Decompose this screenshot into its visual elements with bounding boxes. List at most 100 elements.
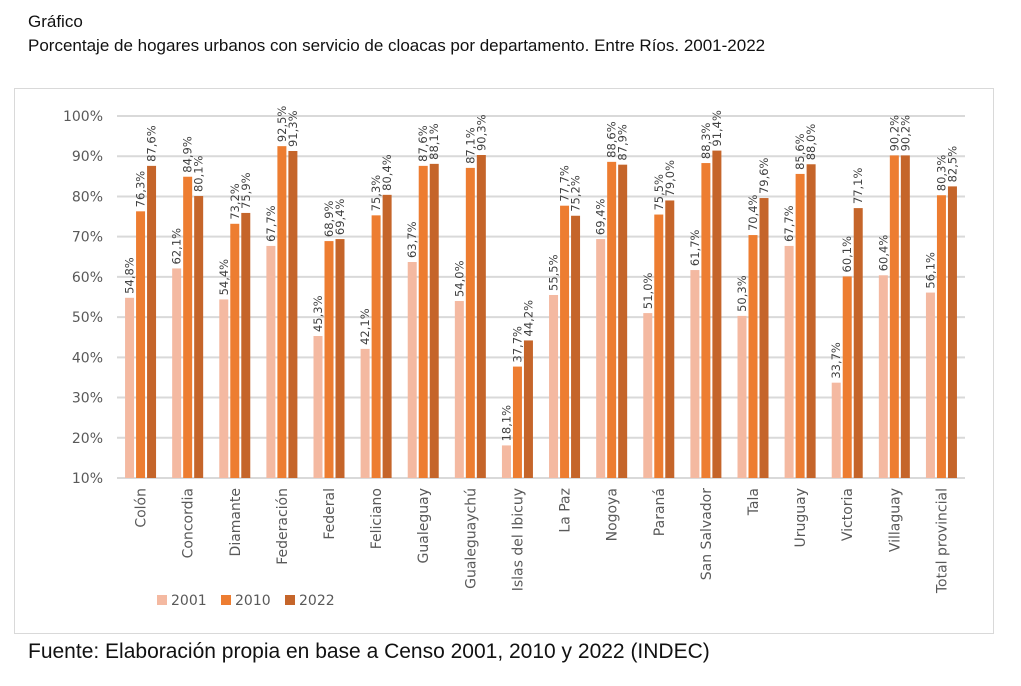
bar-2001 xyxy=(831,382,841,478)
bar-2022 xyxy=(853,208,863,478)
bar-2010 xyxy=(842,276,852,478)
bar-2010 xyxy=(183,176,193,478)
data-label: 80,4% xyxy=(380,154,394,191)
data-label: 87,6% xyxy=(145,125,159,162)
data-label: 85,6% xyxy=(793,133,807,170)
data-label: 79,6% xyxy=(757,157,771,194)
data-label: 91,4% xyxy=(710,110,724,147)
data-label: 54,0% xyxy=(452,260,466,297)
bar-2022 xyxy=(429,163,439,478)
data-labels: 54,8% 76,3% 87,6% 62,1% 84,9%80,1% 54,4% 73,2%… xyxy=(123,106,960,442)
y-tick-label: 60% xyxy=(72,270,103,286)
data-label: 50,3% xyxy=(735,275,749,312)
x-tick-label: Nogoya xyxy=(605,488,621,541)
bar-2022 xyxy=(947,186,957,478)
data-label: 63,7% xyxy=(405,221,419,258)
data-label: 54,4% xyxy=(217,259,231,296)
data-label: 88,6% xyxy=(605,121,619,158)
x-tick-label: Islas del Ibicuy xyxy=(510,488,526,591)
bar-2001 xyxy=(737,315,747,478)
x-tick-label: Gualeguay xyxy=(416,488,432,563)
data-label: 67,7% xyxy=(264,205,278,242)
data-label: 75,5% xyxy=(652,174,666,211)
bar-2010 xyxy=(748,235,758,478)
data-label: 45,3% xyxy=(311,295,325,332)
bar-2001 xyxy=(501,445,511,478)
bar-2001 xyxy=(125,297,135,478)
bar-2001 xyxy=(784,245,794,478)
y-tick-label: 40% xyxy=(72,350,103,366)
bar-2001 xyxy=(925,292,935,478)
data-label: 56,1% xyxy=(923,252,937,289)
bar-2022 xyxy=(712,150,722,478)
data-label: 90,2% xyxy=(887,115,901,152)
data-label: 82,5% xyxy=(945,146,959,183)
data-label: 90,3% xyxy=(474,114,488,151)
x-tick-label: Concordia xyxy=(181,488,197,558)
bar-2010 xyxy=(230,223,240,478)
data-label: 55,5% xyxy=(547,254,561,291)
data-label: 33,7% xyxy=(829,342,843,379)
data-label: 44,2% xyxy=(521,300,535,337)
legend-label-2022: 2022 xyxy=(299,593,335,609)
legend-swatch-2001 xyxy=(157,595,167,605)
source-note: Fuente: Elaboración propia en base a Cen… xyxy=(28,640,710,663)
x-tick-label: Federal xyxy=(322,488,338,540)
x-tick-label: Total provincial xyxy=(934,488,950,594)
bar-2010 xyxy=(324,241,334,478)
legend-swatch-2022 xyxy=(285,595,295,605)
bar-2010 xyxy=(418,165,428,478)
x-tick-label: Federación xyxy=(275,488,291,565)
bar-2001 xyxy=(596,239,606,478)
x-tick-label: Tala xyxy=(746,488,762,516)
x-tick-label: Uruguay xyxy=(793,488,809,548)
data-label: 73,2% xyxy=(228,183,242,220)
bar-2010 xyxy=(701,163,711,478)
data-label: 54,8% xyxy=(123,257,137,294)
data-label: 77,1% xyxy=(851,168,865,205)
legend: 2001 2010 2022 xyxy=(157,593,335,609)
bar-2022 xyxy=(806,164,816,478)
y-tick-label: 80% xyxy=(72,189,103,205)
data-label: 60,4% xyxy=(876,235,890,272)
bars xyxy=(125,146,957,479)
data-label: 88,0% xyxy=(804,124,818,161)
data-label: 88,3% xyxy=(699,122,713,159)
data-label: 69,4% xyxy=(594,198,608,235)
bar-2010 xyxy=(512,366,522,478)
data-label: 77,7% xyxy=(558,165,572,202)
legend-label-2001: 2001 xyxy=(171,593,207,609)
chart-label: Gráfico xyxy=(28,12,83,31)
bar-2022 xyxy=(523,340,533,478)
bar-2010 xyxy=(795,173,805,479)
x-tick-label: Paraná xyxy=(652,488,668,536)
data-label: 80,1% xyxy=(192,155,206,192)
data-label: 84,9% xyxy=(181,136,195,173)
bar-2001 xyxy=(360,348,370,478)
data-label: 75,2% xyxy=(569,175,583,212)
x-tick-label: Victoria xyxy=(840,488,856,541)
bar-2001 xyxy=(643,313,653,478)
data-label: 51,0% xyxy=(641,272,655,309)
gridlines xyxy=(117,115,965,479)
data-label: 68,9% xyxy=(322,200,336,237)
x-tick-label: San Salvador xyxy=(699,488,715,580)
bar-2022 xyxy=(900,155,910,478)
data-label: 75,9% xyxy=(239,172,253,209)
bar-2001 xyxy=(172,268,182,478)
bar-2010 xyxy=(371,215,381,479)
bar-2010 xyxy=(936,195,946,478)
x-tick-label: La Paz xyxy=(558,488,574,533)
bar-2022 xyxy=(335,239,345,478)
data-label: 62,1% xyxy=(170,228,184,265)
y-tick-label: 10% xyxy=(72,471,103,487)
bar-2001 xyxy=(878,275,888,478)
data-label: 91,3% xyxy=(286,110,300,147)
bar-2001 xyxy=(266,245,276,478)
bar-2001 xyxy=(549,294,559,478)
data-label: 88,1% xyxy=(427,123,441,160)
data-label: 87,1% xyxy=(463,127,477,164)
chart-title: Porcentaje de hogares urbanos con servic… xyxy=(28,36,766,55)
bar-2010 xyxy=(465,167,475,478)
data-label: 60,1% xyxy=(840,236,854,273)
